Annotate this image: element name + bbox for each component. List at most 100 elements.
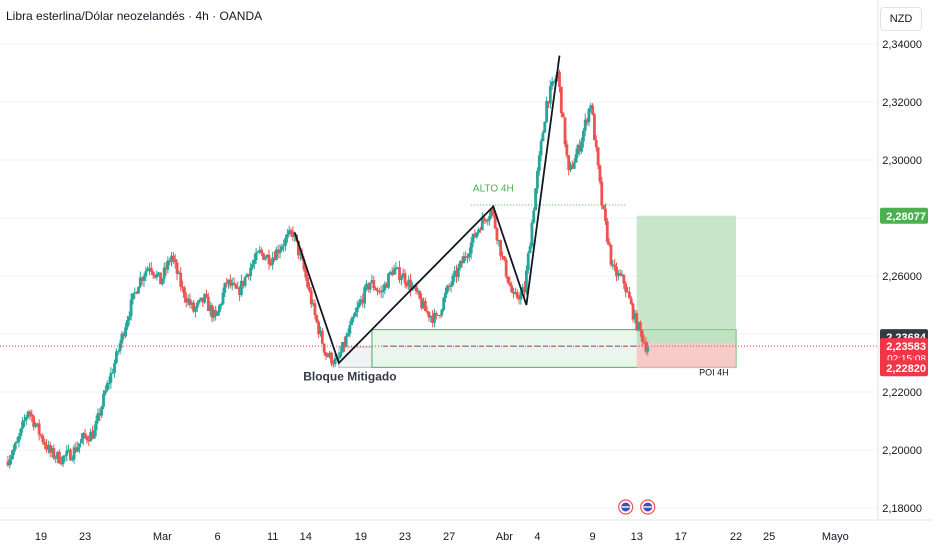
candle-body xyxy=(173,259,177,263)
candle-body xyxy=(512,292,515,294)
candle-body xyxy=(208,305,212,311)
candle-body xyxy=(171,255,175,260)
candle-body xyxy=(216,311,219,316)
candle-body xyxy=(170,255,173,263)
candle-body xyxy=(192,302,196,312)
candle-body xyxy=(569,164,572,170)
candle-body xyxy=(37,423,41,435)
candle-body xyxy=(76,447,80,452)
candle-body xyxy=(456,267,460,277)
candle-body xyxy=(497,240,501,242)
candle-body xyxy=(254,252,258,261)
candle-body xyxy=(442,298,446,310)
candle-body xyxy=(262,253,265,260)
x-tick-label: 4 xyxy=(534,531,540,543)
candle-body xyxy=(631,303,635,320)
currency-button[interactable]: NZD xyxy=(880,7,922,31)
candle-body xyxy=(282,245,286,247)
candle-body xyxy=(642,341,646,343)
candle-body xyxy=(464,256,468,258)
candle-body xyxy=(140,277,144,281)
candle-body xyxy=(539,141,543,156)
candle-body xyxy=(43,442,47,445)
candle-body xyxy=(293,234,297,237)
candle-body xyxy=(392,269,396,275)
candle-body xyxy=(602,205,606,209)
candle-body xyxy=(212,310,216,318)
candle-body xyxy=(480,217,484,231)
candle-body xyxy=(12,449,15,456)
candle-body xyxy=(383,283,387,291)
candle-body xyxy=(388,271,392,274)
candle-body xyxy=(337,356,341,359)
candle-body xyxy=(359,299,363,303)
candle-body xyxy=(640,330,644,342)
candle-body xyxy=(519,291,523,300)
price-label: 2,28077 xyxy=(886,211,926,223)
candle-body xyxy=(122,333,126,337)
candle-body xyxy=(447,285,451,287)
candle-body xyxy=(317,321,321,335)
candle-body xyxy=(114,351,118,364)
candle-body xyxy=(580,141,583,152)
candle-body xyxy=(118,343,122,352)
candle-body xyxy=(530,222,534,247)
candle-body xyxy=(587,108,591,123)
candle-body xyxy=(350,318,354,326)
candle-body xyxy=(499,240,503,256)
candle-body xyxy=(210,305,214,318)
candle-body xyxy=(217,305,221,312)
candle-body xyxy=(396,267,400,269)
candle-body xyxy=(646,347,650,352)
candle-body xyxy=(405,283,409,287)
candle-body xyxy=(501,255,504,257)
x-tick-label: 9 xyxy=(590,531,596,543)
candle-body xyxy=(166,260,170,270)
candle-body xyxy=(241,280,245,286)
candle-body xyxy=(260,249,264,254)
candle-body xyxy=(471,233,475,243)
zone-target xyxy=(636,215,736,344)
candle-body xyxy=(10,455,13,460)
candle-body xyxy=(223,282,227,293)
candle-body xyxy=(258,249,262,252)
candle-body xyxy=(195,302,199,308)
candle-body xyxy=(78,443,82,448)
candle-body xyxy=(138,277,142,287)
x-tick-label: 22 xyxy=(730,531,742,543)
candle-body xyxy=(403,273,407,284)
candle-body xyxy=(548,86,552,104)
candle-body xyxy=(387,273,390,288)
candle-body xyxy=(398,267,401,281)
candle-body xyxy=(144,271,148,277)
candle-body xyxy=(126,320,129,328)
candle-body xyxy=(297,240,300,256)
candle-body xyxy=(219,303,223,306)
candle-body xyxy=(488,215,492,221)
candle-body xyxy=(67,449,70,451)
candle-body xyxy=(92,430,96,439)
x-tick-label: Mar xyxy=(153,531,172,543)
candle-body xyxy=(508,282,512,286)
zone-stop xyxy=(636,343,736,369)
candle-body xyxy=(618,273,622,276)
candle-body xyxy=(445,285,449,293)
candle-body xyxy=(559,86,563,114)
candle-body xyxy=(567,155,571,170)
candle-body xyxy=(203,294,207,303)
candle-body xyxy=(304,269,308,278)
candle-body xyxy=(194,307,197,312)
candle-body xyxy=(298,253,302,256)
chart-title: Libra esterlina/Dólar neozelandés · 4h ·… xyxy=(6,9,263,23)
candle-body xyxy=(521,287,525,292)
candle-body xyxy=(91,431,94,439)
candle-body xyxy=(455,270,458,277)
candle-body xyxy=(572,162,576,169)
candle-body xyxy=(427,311,431,318)
candle-body xyxy=(466,256,469,258)
candle-body xyxy=(320,330,324,344)
candle-body xyxy=(309,290,313,305)
candle-body xyxy=(504,259,508,277)
candle-body xyxy=(407,279,411,287)
